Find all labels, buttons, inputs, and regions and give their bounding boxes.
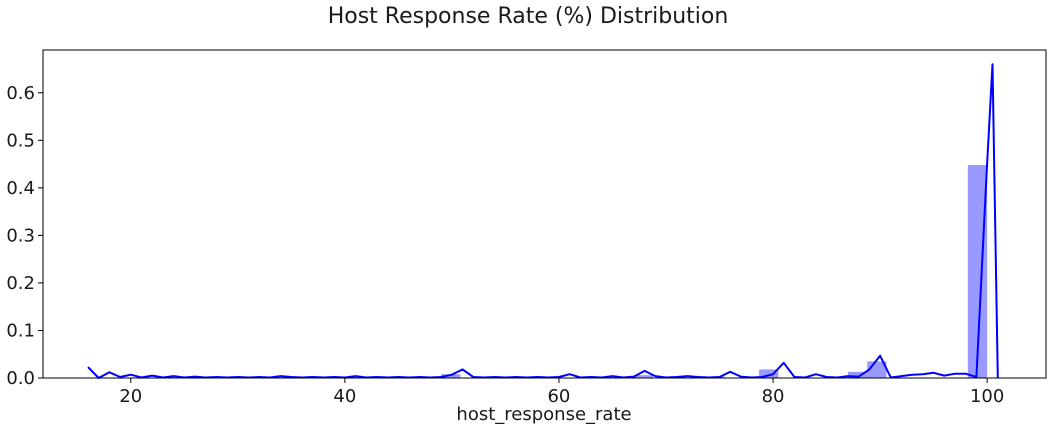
y-tick-label-1: 0.1 (6, 320, 35, 341)
x-tick-label-1: 40 (333, 386, 356, 407)
y-tick-label-4: 0.4 (6, 178, 35, 199)
plot-area-frame (42, 49, 1047, 379)
x-tick-label-3: 80 (762, 386, 785, 407)
histogram-bar-0 (441, 374, 461, 378)
histogram-bar-4 (847, 371, 868, 378)
histogram-bar-1 (633, 375, 654, 378)
y-tick-label-0: 0.0 (6, 368, 35, 389)
y-tick-label-3: 0.3 (6, 225, 35, 246)
x-tick-label-4: 100 (970, 386, 1004, 407)
x-tick-label-0: 20 (119, 386, 142, 407)
x-tick-label-2: 60 (547, 386, 570, 407)
histogram-bar-3 (759, 369, 779, 378)
histogram-bars (441, 165, 988, 378)
x-axis-ticks: 20 40 60 80 100 (119, 378, 1004, 407)
histogram-bar-6 (967, 165, 988, 378)
y-axis-ticks: 0.0 0.1 0.2 0.3 0.4 0.5 0.6 (6, 83, 43, 389)
x-axis-label: host_response_rate (456, 404, 631, 425)
density-curve-line (87, 63, 999, 379)
y-tick-label-6: 0.6 (6, 83, 35, 104)
y-tick-label-5: 0.5 (6, 130, 35, 151)
y-tick-label-2: 0.2 (6, 273, 35, 294)
chart-title: Host Response Rate (%) Distribution (328, 4, 729, 29)
density-curve-layer (87, 63, 999, 379)
